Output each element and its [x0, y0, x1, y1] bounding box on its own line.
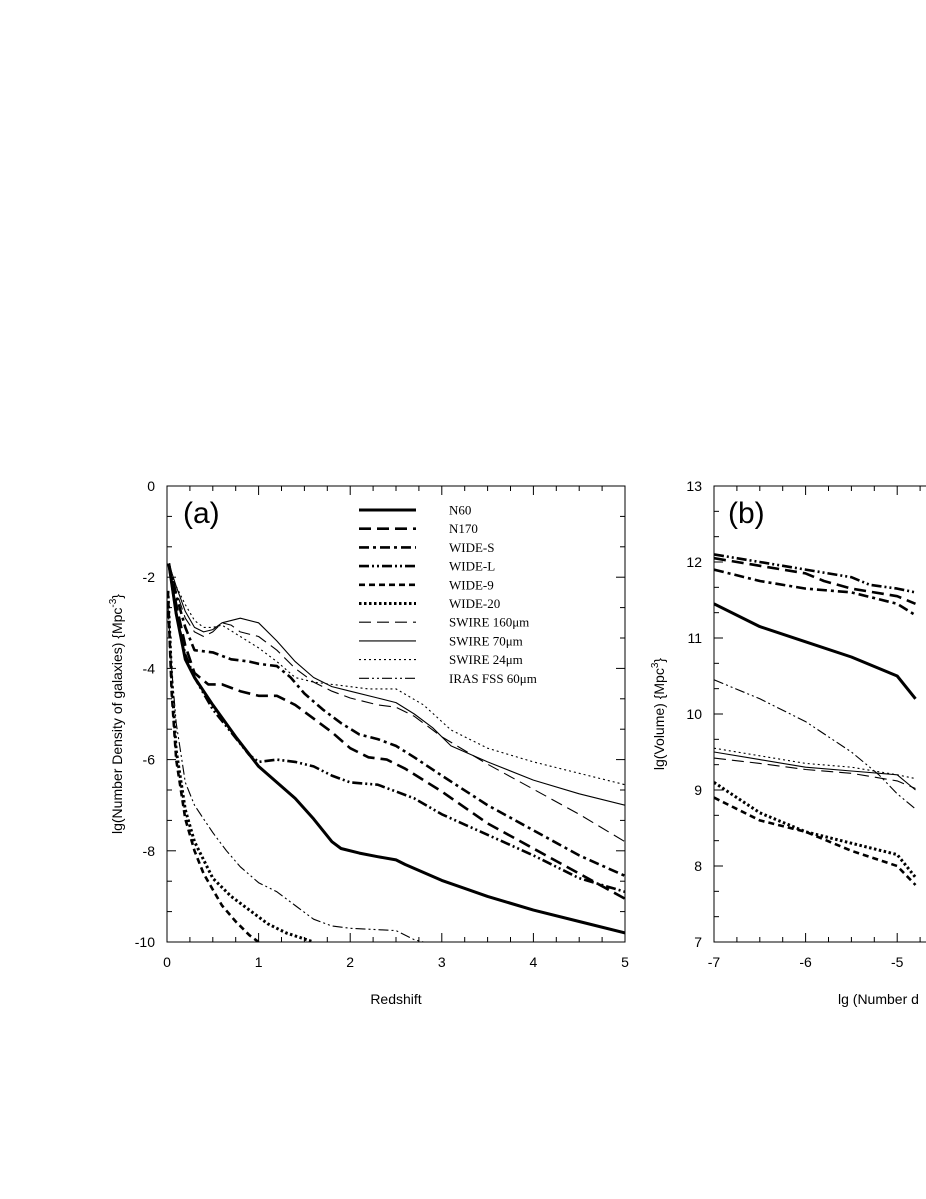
- panel-a-series: [167, 563, 625, 942]
- panel-a: 0 1 2 3 4 5 0 -2 -4 -6 -8 -10 (a) Redshift lg(Numbe…: [108, 478, 629, 1007]
- series-line-wide-l: [714, 553, 916, 594]
- y-tick-label: 8: [694, 858, 702, 874]
- legend-label-wide-20: WIDE-20: [449, 596, 500, 611]
- series-line-iras-fss-60um: [714, 679, 916, 810]
- x-tick-label: 0: [163, 954, 171, 970]
- y-tick-label: -2: [143, 569, 156, 585]
- panel-a-y-axis-label-sup: -3: [108, 598, 119, 607]
- panel-a-y-axis-label: lg(Number Density of galaxies) {Mpc-3}: [108, 594, 125, 834]
- panel-b: -7 -6 -5 13 12 11 10 9 8 7 (b) lg (Number d lg(Vo…: [650, 478, 926, 1007]
- x-tick-label: -5: [891, 954, 904, 970]
- series-line-iras-fss-60um: [167, 604, 424, 942]
- series-line-wide-20: [714, 781, 917, 879]
- y-tick-label: 7: [694, 934, 702, 950]
- panel-b-y-axis-label-sup: 3: [650, 662, 661, 668]
- series-line-swire-160um: [714, 757, 916, 790]
- panel-a-ticks: [166, 485, 626, 943]
- y-tick-label: -10: [135, 934, 155, 950]
- panel-b-label: (b): [728, 497, 765, 530]
- y-tick-label: -6: [143, 752, 156, 768]
- y-tick-label: -8: [143, 843, 156, 859]
- x-tick-label: -7: [708, 954, 721, 970]
- x-tick-label: 1: [255, 954, 263, 970]
- series-line-wide-s: [167, 563, 625, 878]
- legend-label-wide-l: WIDE-L: [449, 559, 495, 574]
- panel-b-series: [714, 553, 917, 886]
- series-line-swire-70um: [168, 563, 625, 806]
- legend-label-n170: N170: [449, 521, 478, 536]
- y-tick-label: 0: [147, 478, 155, 494]
- legend-label-n60: N60: [449, 503, 471, 518]
- x-tick-label: 4: [530, 954, 538, 970]
- x-tick-label: 3: [438, 954, 446, 970]
- legend-label-wide-9: WIDE-9: [449, 577, 494, 592]
- series-line-n170: [167, 563, 625, 900]
- y-tick-label: 12: [686, 554, 702, 570]
- series-line-swire-70um: [714, 751, 916, 791]
- series-line-swire-24um: [168, 567, 625, 786]
- panel-a-y-axis-label-end: }: [109, 594, 125, 599]
- legend-label-swire-70um: SWIRE 70μm: [449, 633, 523, 648]
- panel-a-legend: N60 N170 WIDE-S WIDE-L WIDE-9 WIDE-20 SWIRE 16…: [359, 503, 537, 686]
- series-line-wide-9: [167, 590, 260, 942]
- series-line-n60: [714, 602, 917, 700]
- y-tick-label: 11: [687, 630, 702, 646]
- series-line-swire-160um: [168, 563, 625, 843]
- panel-a-y-axis-label-main: lg(Number Density of galaxies) {Mpc: [109, 608, 125, 834]
- panel-a-label: (a): [183, 497, 220, 530]
- x-tick-label: -6: [799, 954, 812, 970]
- y-tick-label: -4: [143, 660, 156, 676]
- panel-a-plot-frame: [166, 485, 626, 943]
- series-line-wide-9: [714, 796, 917, 886]
- x-tick-label: 2: [346, 954, 354, 970]
- panel-b-y-axis-label-main: lg(Volume) {Mpc: [651, 668, 667, 770]
- y-tick-label: 10: [686, 706, 702, 722]
- legend-label-swire-160um: SWIRE 160μm: [449, 615, 529, 630]
- series-line-wide-20: [167, 590, 315, 942]
- y-tick-label: 9: [694, 782, 702, 798]
- panel-b-y-axis-label: lg(Volume) {Mpc3}: [650, 658, 667, 771]
- series-line-wide-l: [167, 563, 625, 894]
- panel-a-tick-labels: 0 1 2 3 4 5 0 -2 -4 -6 -8 -10: [135, 478, 629, 970]
- panel-a-x-axis-label: Redshift: [370, 991, 421, 1007]
- x-tick-label: 5: [621, 954, 629, 970]
- panel-b-y-axis-label-end: }: [651, 658, 667, 663]
- panel-b-ticks: [713, 485, 921, 943]
- series-line-n170: [714, 556, 916, 606]
- series-line-wide-s: [714, 568, 917, 617]
- y-tick-label: 13: [686, 478, 702, 494]
- legend-label-iras-fss-60um: IRAS FSS 60μm: [449, 671, 537, 686]
- legend-label-swire-24um: SWIRE 24μm: [449, 652, 523, 667]
- panel-b-tick-labels: -7 -6 -5 13 12 11 10 9 8 7: [686, 478, 903, 970]
- panel-b-plot-frame: [713, 485, 926, 943]
- series-line-swire-24um: [714, 747, 916, 780]
- legend-label-wide-s: WIDE-S: [449, 540, 495, 555]
- panel-b-x-axis-label: lg (Number d: [838, 991, 919, 1007]
